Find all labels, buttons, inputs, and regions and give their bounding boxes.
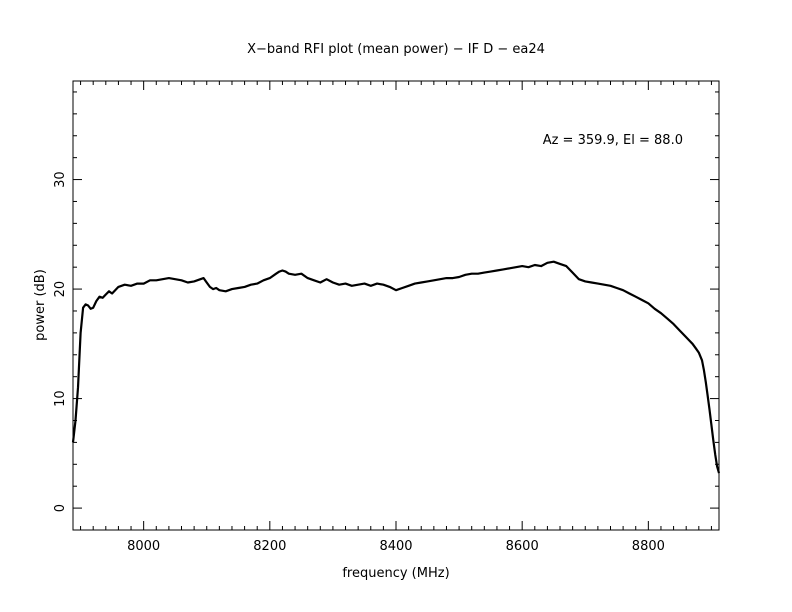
azimuth-elevation-annotation: Az = 359.9, El = 88.0	[543, 133, 683, 148]
x-tick-label: 8800	[632, 539, 665, 554]
y-tick-label: 0	[53, 504, 68, 512]
y-tick-labels: 0 10 20 30	[53, 171, 68, 512]
x-axis-ticks	[80, 81, 712, 530]
x-tick-label: 8200	[253, 539, 286, 554]
y-axis-ticks	[73, 91, 719, 509]
chart-title: X−band RFI plot (mean power) − IF D − ea…	[247, 42, 545, 57]
power-spectrum-line	[71, 260, 721, 474]
x-tick-label: 8400	[379, 539, 412, 554]
y-tick-label: 20	[53, 281, 68, 298]
x-tick-labels: 8000 8200 8400 8600 8800	[127, 539, 665, 554]
y-axis-label: power (dB)	[33, 269, 48, 341]
x-axis-label: frequency (MHz)	[342, 566, 449, 581]
x-tick-label: 8000	[127, 539, 160, 554]
x-tick-label: 8600	[506, 539, 539, 554]
y-tick-label: 10	[53, 390, 68, 407]
y-tick-label: 30	[53, 171, 68, 188]
plot-frame	[72, 80, 720, 531]
